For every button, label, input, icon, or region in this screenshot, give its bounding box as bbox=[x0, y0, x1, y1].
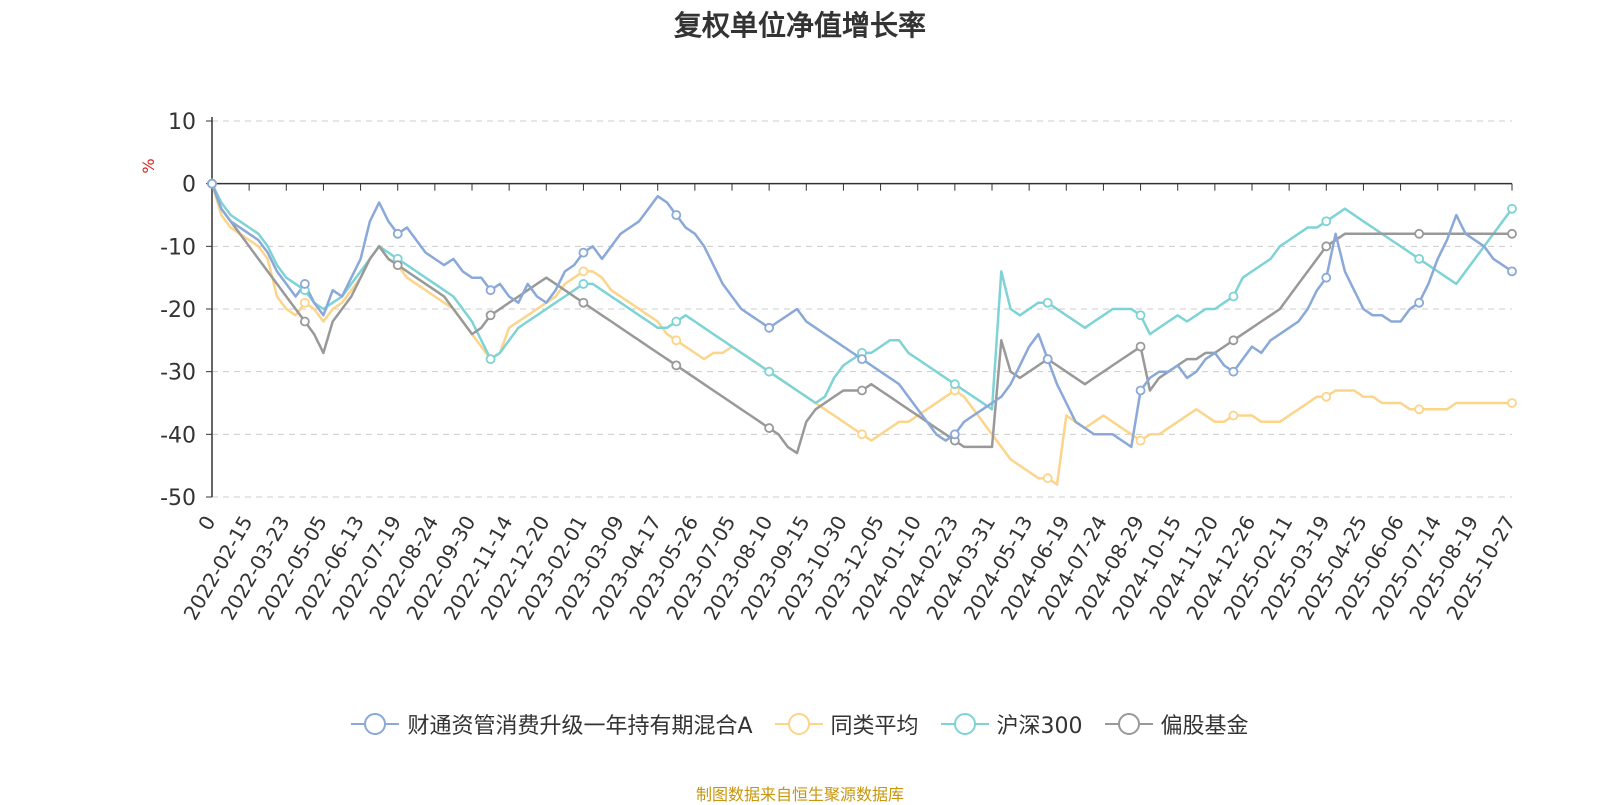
y-tick-label: 10 bbox=[168, 110, 196, 135]
series-marker bbox=[1321, 272, 1332, 283]
legend-item-fund[interactable]: 财通资管消费升级一年持有期混合A bbox=[351, 708, 753, 740]
x-start-label: 0 bbox=[193, 512, 220, 535]
axis-labels: 100-10-20-30-40-50%02022-02-152022-03-23… bbox=[139, 110, 1520, 624]
series-marker bbox=[1507, 228, 1517, 239]
series-marker bbox=[578, 266, 589, 277]
series-line bbox=[210, 183, 1514, 411]
series-marker bbox=[671, 335, 682, 346]
legend-label-equity-funds: 偏股基金 bbox=[1160, 714, 1249, 739]
series-marker bbox=[764, 322, 775, 333]
legend-item-peer-average[interactable]: 同类平均 bbox=[774, 708, 919, 740]
series-marker bbox=[1042, 473, 1053, 484]
series-marker bbox=[392, 260, 403, 271]
series-marker bbox=[1042, 354, 1053, 365]
series-marker bbox=[1507, 203, 1517, 214]
legend-item-equity-funds[interactable]: 偏股基金 bbox=[1104, 708, 1249, 740]
y-tick-label: -40 bbox=[160, 423, 196, 448]
y-tick-label: -20 bbox=[160, 298, 196, 323]
series-line bbox=[210, 183, 1513, 449]
series-marker bbox=[1135, 310, 1146, 321]
y-tick-label: 0 bbox=[182, 173, 196, 198]
series-marker bbox=[1507, 398, 1517, 408]
series-marker bbox=[1228, 291, 1239, 302]
series-marker bbox=[578, 279, 589, 289]
series-marker bbox=[1321, 216, 1332, 227]
y-axis-unit-label: % bbox=[139, 158, 158, 173]
axes bbox=[206, 117, 1513, 498]
series-marker bbox=[1414, 228, 1425, 239]
legend-label-csi300: 沪深300 bbox=[996, 714, 1083, 739]
series-line bbox=[210, 183, 1512, 455]
legend: 财通资管消费升级一年持有期混合A 同类平均 沪深300 偏股基金 bbox=[0, 708, 1600, 740]
series-marker bbox=[299, 316, 310, 327]
source-note: 制图数据来自恒生聚源数据库 bbox=[695, 785, 904, 804]
series-marker bbox=[857, 385, 867, 396]
series-marker bbox=[1321, 391, 1332, 402]
legend-marker-peer-average bbox=[774, 713, 823, 735]
series-marker bbox=[578, 297, 589, 308]
legend-label-peer-average: 同类平均 bbox=[830, 714, 919, 739]
series-marker bbox=[392, 228, 403, 239]
series-marker bbox=[207, 178, 217, 189]
series-marker bbox=[1135, 385, 1146, 396]
y-tick-label: -30 bbox=[160, 361, 196, 386]
y-tick-label: -50 bbox=[160, 486, 196, 511]
series-marker bbox=[299, 297, 310, 308]
gridlines bbox=[212, 120, 1512, 498]
series-marker bbox=[1228, 366, 1239, 377]
y-tick-label: -10 bbox=[160, 235, 196, 260]
series-marker bbox=[857, 429, 867, 440]
series-marker bbox=[764, 423, 775, 433]
series-marker bbox=[485, 285, 496, 296]
series-marker bbox=[1228, 410, 1239, 421]
chart-title: 复权单位净值增长率 bbox=[673, 9, 926, 42]
series-marker bbox=[1414, 253, 1425, 264]
series-marker bbox=[1135, 341, 1146, 352]
series-marker bbox=[578, 247, 589, 258]
series-marker bbox=[485, 310, 496, 321]
series-marker bbox=[485, 354, 496, 365]
series-marker bbox=[1507, 266, 1517, 277]
series-marker bbox=[671, 360, 682, 371]
series-marker bbox=[1414, 404, 1425, 415]
series-marker bbox=[671, 210, 682, 220]
series-marker bbox=[1135, 435, 1146, 446]
legend-marker-fund bbox=[351, 713, 400, 735]
series-marker bbox=[671, 316, 682, 327]
series-marker bbox=[1414, 297, 1425, 308]
series-marker bbox=[1042, 297, 1053, 308]
series-marker bbox=[1228, 335, 1239, 346]
series-marker bbox=[949, 379, 960, 390]
series-lines bbox=[210, 183, 1514, 486]
legend-marker-equity-funds bbox=[1104, 713, 1153, 735]
series-marker bbox=[764, 366, 775, 377]
legend-marker-csi300 bbox=[940, 713, 989, 735]
legend-item-csi300[interactable]: 沪深300 bbox=[940, 708, 1083, 740]
series-marker bbox=[1321, 241, 1332, 252]
series-marker bbox=[299, 279, 310, 289]
series-marker bbox=[949, 429, 960, 440]
series-markers bbox=[207, 178, 1517, 484]
legend-label-fund: 财通资管消费升级一年持有期混合A bbox=[407, 714, 753, 739]
series-marker bbox=[857, 354, 867, 365]
